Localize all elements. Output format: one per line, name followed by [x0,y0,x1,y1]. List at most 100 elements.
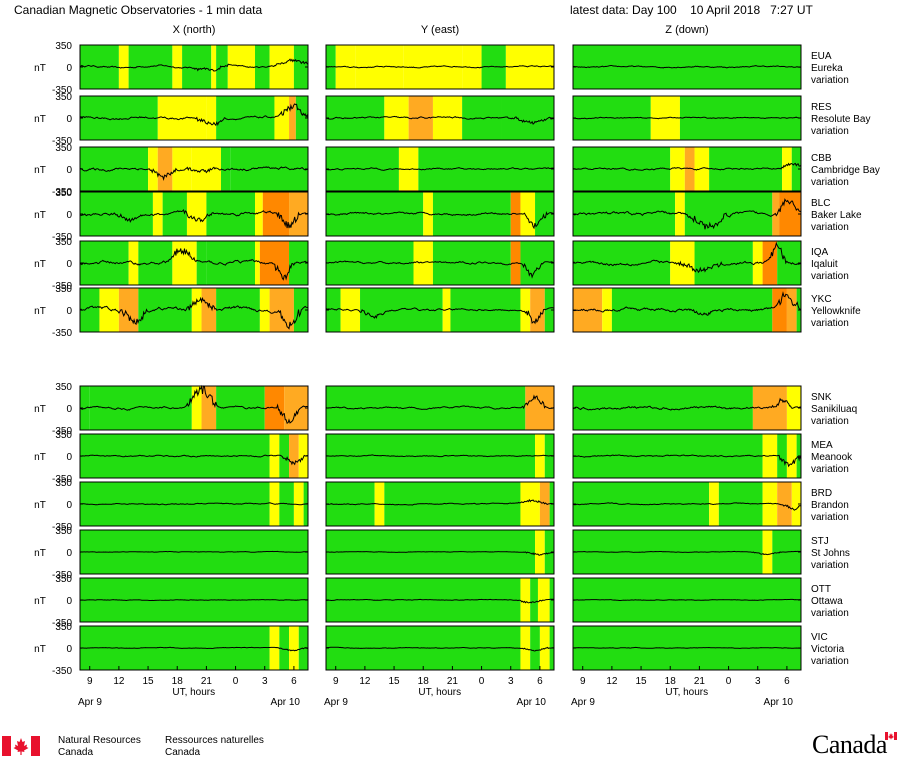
ytick-bottom-CBB: -350 [52,187,72,198]
activity-band-CBB-2-2 [684,147,695,191]
activity-band-OTT-1-2 [530,578,538,622]
station-desc-IQA: variation [811,271,849,282]
ytick-bottom-RES: -350 [52,136,72,147]
activity-band-YKC-1-5 [520,288,531,332]
activity-band-BLC-2-1 [675,192,685,236]
date-end-1: Apr 10 [517,697,547,708]
station-desc-MEA: variation [811,464,849,475]
xtick-label-1-7: 6 [537,676,543,687]
trace-EUA-2 [572,65,802,69]
activity-band-YKC-1-7 [544,288,554,332]
trace-VIC-2 [572,646,802,649]
station-name-MEA: Meanook [811,452,853,463]
trace-IQA-1 [325,260,555,279]
xtick-label-0-0: 9 [87,676,93,687]
plot-grid: X (north) Y (east) Z (down) 350 0 -350 nT EUAEu… [34,24,880,708]
xtick-label-1-6: 3 [508,676,514,687]
trace-CBB-2 [572,162,802,171]
activity-band-IQA-0-6 [255,241,260,285]
station-code-IQA: IQA [811,247,829,258]
activity-band-EUA-0-1 [118,45,129,89]
trace-STJ-2 [573,550,802,556]
activity-band-RES-0-5 [289,96,296,140]
activity-band-VIC-0-2 [279,626,290,670]
xtick-label-1-5: 0 [479,676,485,687]
xtick-label-0-1: 12 [113,676,125,687]
activity-band-BLC-0-5 [255,192,263,236]
nrcan-french-line1: Ressources naturelles [165,735,264,746]
xtick-label-2-1: 12 [606,676,618,687]
xtick-label-0-3: 18 [172,676,184,687]
activity-band-RES-0-6 [295,96,308,140]
date-start-0: Apr 9 [78,697,102,708]
unit-label-RES: nT [34,114,46,125]
trace-BRD-0 [80,502,309,506]
trace-YKC-2 [572,291,802,316]
canada-wordmark: Canada [812,730,887,759]
station-name-BRD: Brandon [811,500,849,511]
magnetometer-chart: Canadian Magnetic Observatories - 1 min … [14,3,880,708]
trace-CBB-1 [325,167,554,171]
ytick-bottom-OTT: -350 [52,618,72,629]
activity-band-SNK-0-6 [284,386,308,430]
wordmark-flag-icon [885,732,897,740]
xtick-label-0-5: 0 [233,676,239,687]
nrcan-english-line2: Canada [58,747,94,758]
ytick-zero-CBB: 0 [66,165,72,176]
activity-band-BRD-2-5 [791,482,801,526]
ytick-top-IQA: 350 [55,237,72,248]
activity-band-EUA-0-9 [269,45,294,89]
station-code-YKC: YKC [811,294,832,305]
ytick-zero-IQA: 0 [66,259,72,270]
activity-band-CBB-0-2 [157,147,173,191]
activity-band-YKC-1-6 [530,288,545,332]
activity-band-MEA-0-2 [279,434,290,478]
activity-band-CBB-0-3 [172,147,192,191]
activity-band-YKC-2-4 [786,288,797,332]
station-code-EUA: EUA [811,51,832,62]
station-name-CBB: Cambridge Bay [811,165,880,176]
activity-band-BRD-0-3 [293,482,304,526]
station-code-CBB: CBB [811,153,832,164]
activity-band-EUA-0-4 [182,45,212,89]
ytick-top-MEA: 350 [55,430,72,441]
xtick-label-2-4: 21 [694,676,706,687]
ytick-bottom-SNK: -350 [52,426,72,437]
component-header-2: Z (down) [665,24,708,36]
xtick-label-2-5: 0 [726,676,732,687]
ytick-zero-MEA: 0 [66,452,72,463]
ytick-bottom-EUA: -350 [52,85,72,96]
ytick-top-VIC: 350 [55,622,72,633]
footer: Natural Resources Canada Ressources natu… [0,728,900,770]
activity-band-SNK-2-1 [752,386,787,430]
xaxis-title-2: UT, hours [665,687,708,698]
xtick-label-1-2: 15 [388,676,400,687]
trace-IQA-2 [572,241,802,274]
station-desc-EUA: variation [811,75,849,86]
station-desc-STJ: variation [811,560,849,571]
trace-SNK-1 [325,394,555,411]
activity-band-CBB-0-4 [191,147,221,191]
activity-band-STJ-1-1 [535,530,545,574]
nrcan-french: Ressources naturelles Canada [165,735,264,759]
xtick-label-1-4: 21 [447,676,459,687]
station-desc-BLC: variation [811,222,849,233]
activity-band-IQA-0-5 [206,241,256,285]
unit-label-BLC: nT [34,210,46,221]
station-code-BLC: BLC [811,198,830,209]
trace-BLC-0 [79,209,309,229]
activity-band-IQA-0-4 [196,241,207,285]
activity-band-BLC-2-0 [573,192,676,236]
date-end-0: Apr 10 [271,697,301,708]
trace-EUA-0 [79,58,309,72]
activity-band-STJ-2-1 [762,530,773,574]
trace-CBB-0 [79,166,309,181]
ytick-bottom-BLC: -350 [52,232,72,243]
trace-OTT-1 [325,598,555,604]
trace-SNK-2 [572,397,802,411]
activity-band-BLC-1-5 [535,192,554,236]
unit-label-CBB: nT [34,165,46,176]
trace-BRD-1 [325,498,555,506]
station-name-SNK: Sanikiluaq [811,404,857,415]
xaxis-title-0: UT, hours [172,687,215,698]
